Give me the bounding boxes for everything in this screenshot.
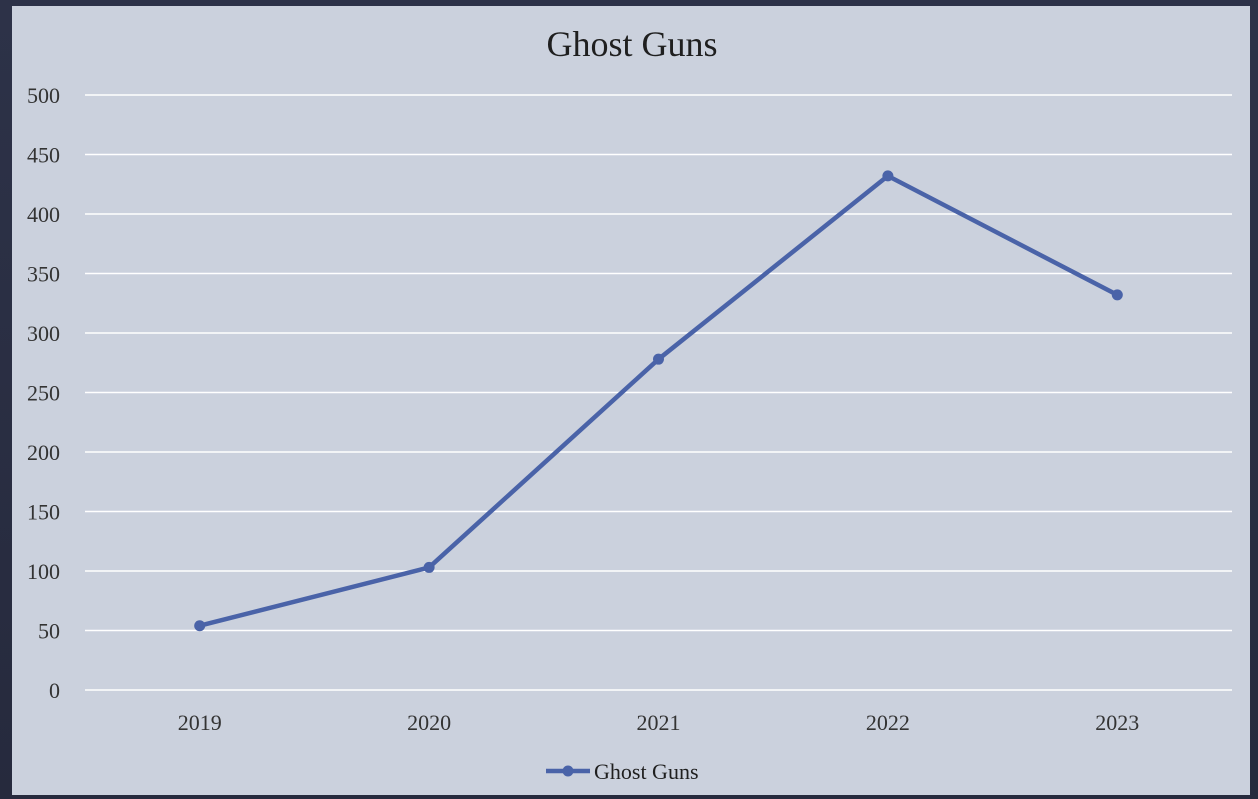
x-tick-label: 2021 xyxy=(637,710,681,735)
chart-title: Ghost Guns xyxy=(546,24,717,64)
series-line xyxy=(197,173,1120,628)
y-axis-ticks: 0 50 100 150 200 250 300 350 400 450 500 xyxy=(27,83,60,703)
data-point xyxy=(1111,289,1123,301)
x-tick-label: 2020 xyxy=(407,710,451,735)
data-point xyxy=(882,170,894,182)
x-tick-label: 2022 xyxy=(866,710,910,735)
legend-label: Ghost Guns xyxy=(594,759,699,784)
y-tick-label: 50 xyxy=(38,619,60,644)
y-tick-label: 150 xyxy=(27,500,60,525)
y-tick-label: 250 xyxy=(27,381,60,406)
x-tick-label: 2019 xyxy=(178,710,222,735)
data-point xyxy=(653,353,664,365)
y-tick-label: 100 xyxy=(27,559,60,584)
y-tick-label: 500 xyxy=(27,83,60,108)
y-tick-label: 400 xyxy=(27,202,60,227)
legend-point-marker xyxy=(562,765,574,777)
y-tick-label: 350 xyxy=(27,262,60,287)
series-group xyxy=(194,170,1123,632)
y-tick-label: 0 xyxy=(49,678,60,703)
chart-area xyxy=(12,6,1250,795)
data-point xyxy=(423,561,435,573)
y-tick-label: 450 xyxy=(27,143,60,168)
legend: Ghost Guns xyxy=(546,759,699,784)
y-tick-label: 200 xyxy=(27,440,60,465)
data-point xyxy=(194,620,206,632)
x-axis-ticks: 2019 2020 2021 2022 2023 xyxy=(178,710,1140,735)
gridlines xyxy=(85,94,1232,691)
y-tick-label: 300 xyxy=(27,321,60,346)
x-tick-label: 2023 xyxy=(1095,710,1139,735)
